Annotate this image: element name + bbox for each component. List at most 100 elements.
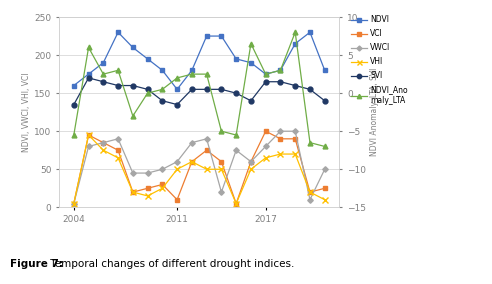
SVI — [218, 88, 224, 91]
VHI — [174, 168, 180, 171]
SVI — [71, 103, 77, 106]
VCI — [277, 137, 283, 141]
NDVI — [204, 34, 210, 38]
VCI — [71, 202, 77, 205]
SVI — [248, 99, 254, 103]
VHI — [218, 168, 224, 171]
VWCI — [159, 168, 165, 171]
VCI — [322, 187, 328, 190]
VCI — [292, 137, 298, 141]
VWCI — [71, 202, 77, 205]
VWCI — [263, 145, 269, 148]
VHI — [204, 168, 210, 171]
NDVI_Anomaly_LTA — [322, 145, 328, 148]
SVI — [263, 80, 269, 83]
VWCI — [145, 171, 151, 175]
SVI — [145, 88, 151, 91]
NDVI — [174, 88, 180, 91]
VCI — [233, 202, 239, 205]
VCI — [130, 190, 136, 194]
VWCI — [130, 171, 136, 175]
NDVI — [218, 34, 224, 38]
VCI — [307, 190, 313, 194]
VCI — [248, 160, 254, 163]
Line: NDVI: NDVI — [71, 30, 327, 92]
NDVI — [277, 69, 283, 72]
VHI — [307, 190, 313, 194]
NDVI — [159, 69, 165, 72]
Line: NDVI_Anomaly_LTA: NDVI_Anomaly_LTA — [71, 30, 327, 149]
VWCI — [292, 130, 298, 133]
SVI — [204, 88, 210, 91]
VWCI — [322, 168, 328, 171]
VWCI — [189, 141, 195, 144]
Text: Temporal changes of different drought indices.: Temporal changes of different drought in… — [47, 259, 294, 269]
VCI — [145, 187, 151, 190]
VHI — [292, 152, 298, 156]
Legend: NDVI, VCI, VWCI, VHI, SVI, NDVI_Ano
maly_LTA: NDVI, VCI, VWCI, VHI, SVI, NDVI_Ano maly… — [348, 12, 411, 108]
NDVI — [145, 57, 151, 60]
NDVI — [307, 31, 313, 34]
SVI — [189, 88, 195, 91]
VHI — [277, 152, 283, 156]
VCI — [159, 183, 165, 186]
VWCI — [248, 160, 254, 163]
VHI — [233, 202, 239, 205]
NDVI — [189, 69, 195, 72]
NDVI_Anomaly_LTA — [218, 130, 224, 133]
SVI — [100, 80, 106, 83]
NDVI_Anomaly_LTA — [159, 88, 165, 91]
VWCI — [218, 190, 224, 194]
VHI — [115, 156, 121, 160]
VHI — [100, 149, 106, 152]
NDVI — [71, 84, 77, 87]
NDVI — [292, 42, 298, 45]
NDVI_Anomaly_LTA — [248, 42, 254, 45]
VHI — [263, 156, 269, 160]
SVI — [322, 99, 328, 103]
VCI — [174, 198, 180, 201]
NDVI_Anomaly_LTA — [115, 69, 121, 72]
Line: SVI: SVI — [71, 76, 327, 107]
NDVI_Anomaly_LTA — [100, 72, 106, 76]
VCI — [100, 141, 106, 144]
VHI — [189, 160, 195, 163]
NDVI_Anomaly_LTA — [307, 141, 313, 144]
VHI — [248, 168, 254, 171]
NDVI_Anomaly_LTA — [71, 133, 77, 137]
VHI — [145, 194, 151, 198]
VWCI — [174, 160, 180, 163]
VCI — [204, 149, 210, 152]
NDVI_Anomaly_LTA — [263, 72, 269, 76]
NDVI_Anomaly_LTA — [277, 69, 283, 72]
SVI — [307, 88, 313, 91]
SVI — [130, 84, 136, 87]
VCI — [86, 133, 92, 137]
VWCI — [233, 149, 239, 152]
NDVI — [86, 72, 92, 76]
NDVI_Anomaly_LTA — [204, 72, 210, 76]
VWCI — [277, 130, 283, 133]
VHI — [86, 133, 92, 137]
Y-axis label: NDVI, VWCI, VHI, VCI: NDVI, VWCI, VHI, VCI — [22, 72, 31, 152]
Text: Figure 7:: Figure 7: — [10, 259, 63, 269]
NDVI_Anomaly_LTA — [130, 114, 136, 118]
NDVI — [115, 31, 121, 34]
NDVI_Anomaly_LTA — [174, 76, 180, 80]
VHI — [322, 198, 328, 201]
NDVI_Anomaly_LTA — [86, 46, 92, 49]
VCI — [189, 160, 195, 163]
NDVI — [322, 69, 328, 72]
NDVI — [248, 61, 254, 64]
NDVI_Anomaly_LTA — [145, 91, 151, 95]
SVI — [174, 103, 180, 106]
NDVI — [233, 57, 239, 60]
NDVI — [130, 46, 136, 49]
VWCI — [115, 137, 121, 141]
NDVI_Anomaly_LTA — [233, 133, 239, 137]
SVI — [277, 80, 283, 83]
Line: VCI: VCI — [71, 129, 327, 206]
Line: VWCI: VWCI — [72, 129, 327, 205]
NDVI — [100, 61, 106, 64]
VCI — [115, 149, 121, 152]
